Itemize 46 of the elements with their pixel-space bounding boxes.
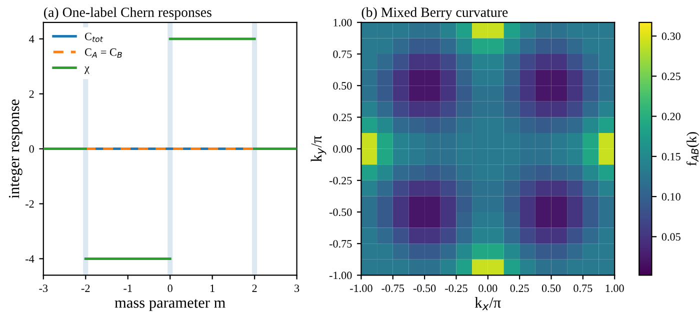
color-bar-label: 0.30: [662, 32, 680, 40]
x-axis-title: mass parameter m: [114, 299, 226, 311]
color-bar-label: 0.15: [662, 152, 680, 160]
x-tick-label: 3: [294, 284, 300, 292]
color-bar-title: f$_{AB}$(k): [686, 132, 700, 166]
y-tick-label: 0: [29, 145, 34, 153]
x-tick-label: 0.50: [542, 284, 561, 292]
y-tick-label: -0.25: [329, 176, 352, 184]
x-axis-title: k$_{x}$/π: [474, 296, 501, 310]
x-tick-label: -3: [39, 284, 48, 292]
x-tick-label: -1.00: [350, 284, 372, 292]
legend-label: C$_{A}$ = C$_{B}$: [84, 48, 122, 58]
y-tick-label: -0.75: [329, 240, 352, 248]
legend-label: C$_{tot}$: [84, 32, 104, 42]
x-tick-label: 2: [252, 284, 257, 292]
x-tick-label: -0.75: [382, 284, 404, 292]
color-bar-label: 0.20: [662, 112, 680, 120]
y-tick-label: 4: [29, 35, 34, 43]
x-tick-label: -0.50: [413, 284, 436, 292]
color-bar-label: 0.05: [662, 233, 680, 241]
x-tick-label: 0.00: [478, 284, 498, 292]
y-tick-label: 1.00: [334, 18, 352, 26]
x-tick-label: 0.75: [574, 284, 592, 292]
x-tick-label: -2: [81, 284, 90, 292]
x-tick-label: 1.00: [606, 284, 624, 292]
x-tick-label: -1: [124, 284, 132, 292]
y-tick-label: 0.25: [333, 114, 352, 122]
chart-title: (b) Mixed Berry curvature: [362, 7, 508, 20]
color-bar-label: 0.10: [662, 193, 680, 201]
chart-title: (a) One-label Chern responses: [44, 7, 212, 20]
color-bar-label: 0.25: [662, 72, 680, 80]
y-tick-label: 0.75: [333, 50, 352, 58]
y-tick-label: -4: [26, 255, 34, 263]
legend-label: χ: [84, 66, 90, 74]
y-tick-label: -0.50: [329, 208, 352, 216]
y-tick-label: 0.50: [333, 82, 352, 90]
y-tick-label: 2: [29, 90, 34, 98]
y-tick-label: 0.00: [333, 145, 352, 153]
y-axis-title: k$_{y}$/π: [310, 136, 326, 162]
x-tick-label: 1: [210, 284, 214, 292]
x-tick-label: 0.25: [510, 284, 529, 292]
x-tick-label: -0.25: [445, 284, 468, 292]
y-tick-label: -1.00: [329, 272, 352, 280]
x-tick-label: 0: [168, 284, 172, 292]
y-axis-title: integer response: [8, 99, 22, 198]
y-tick-label: -2: [26, 200, 34, 208]
